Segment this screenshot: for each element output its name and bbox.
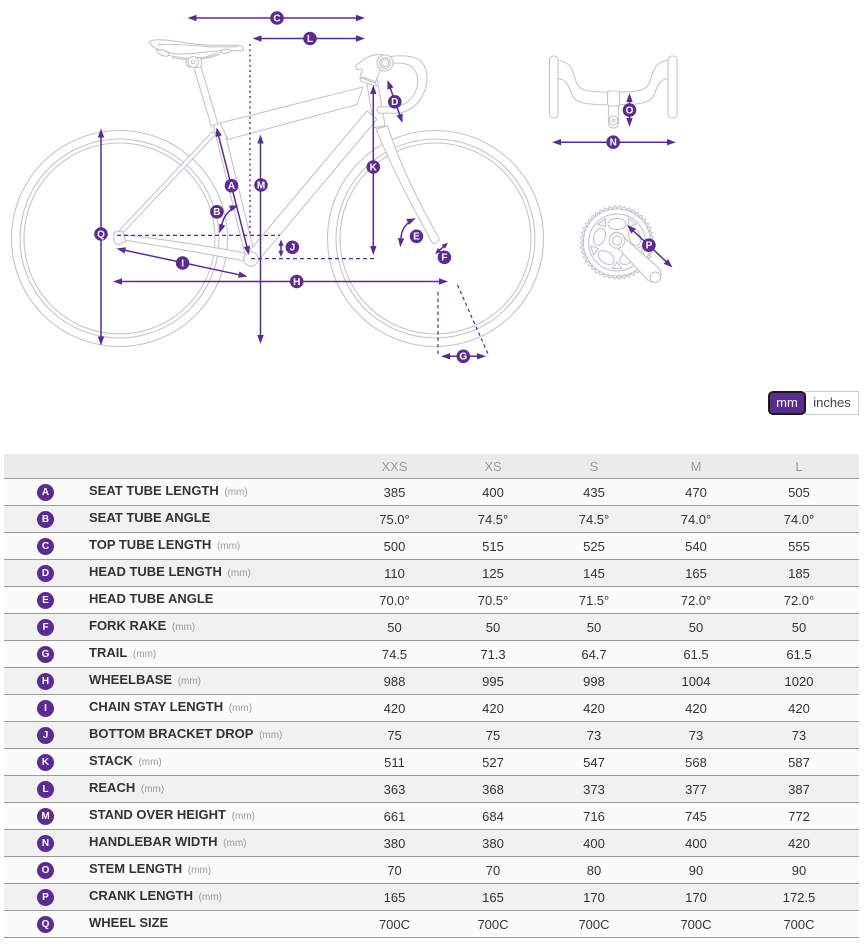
svg-text:J: J [290, 243, 296, 254]
svg-text:P: P [646, 241, 653, 252]
svg-text:G: G [459, 352, 467, 363]
svg-text:D: D [391, 97, 398, 108]
svg-text:Q: Q [97, 229, 105, 240]
svg-text:C: C [273, 13, 280, 24]
svg-text:O: O [626, 106, 634, 117]
svg-text:N: N [610, 138, 617, 149]
svg-text:K: K [370, 162, 378, 173]
svg-text:A: A [228, 181, 235, 192]
svg-text:E: E [413, 232, 420, 243]
svg-text:F: F [441, 253, 447, 264]
svg-text:B: B [213, 207, 220, 218]
svg-text:H: H [293, 277, 300, 288]
svg-text:I: I [181, 258, 184, 269]
svg-text:M: M [257, 180, 265, 191]
svg-text:L: L [307, 34, 313, 45]
